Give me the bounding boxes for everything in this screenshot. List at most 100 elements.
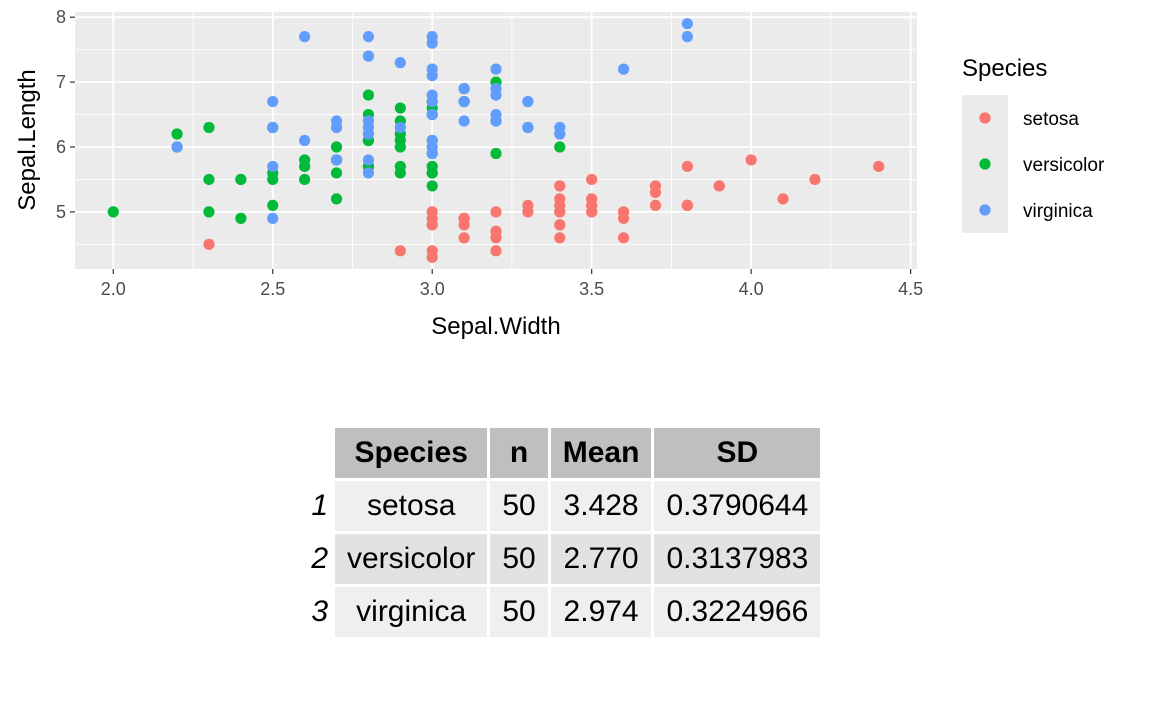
data-point-versicolor [107,206,119,218]
table-header-row: Species n Mean SD [308,428,821,478]
data-point-virginica [330,154,343,166]
row-name: 1 [311,489,328,522]
data-point-virginica [681,18,693,30]
cell-n: 50 [490,481,548,531]
table-corner [308,428,332,478]
data-point-setosa [713,180,725,192]
data-point-versicolor [267,199,279,211]
column-header-species: Species [335,428,488,478]
data-point-virginica [362,154,375,166]
data-point-virginica [171,141,183,153]
x-tick-label: 4.5 [898,279,923,299]
data-point-versicolor [203,173,215,186]
table-row: 1 setosa 50 3.428 0.3790644 [308,481,821,531]
data-point-setosa [586,193,598,205]
legend-label-versicolor: versicolor [1023,155,1105,176]
data-point-versicolor [299,173,311,186]
data-point-versicolor [299,154,311,166]
data-point-virginica [267,95,279,108]
legend-swatch-virginica [979,204,991,216]
data-point-virginica [362,31,375,43]
data-point-setosa [617,212,630,224]
scatter-plot: 2.0 2.5 3.0 3.5 4.0 4.5 5 6 7 8 Sepal.Width Sepa… [14,7,1105,340]
data-point-setosa [426,219,438,231]
table-row: 3 virginica 50 2.974 0.3224966 [308,587,821,637]
data-point-virginica [299,31,311,43]
data-point-setosa [777,193,789,205]
data-point-versicolor [267,173,279,186]
y-axis-title: Sepal.Length [14,69,41,210]
data-point-versicolor [554,141,566,153]
data-point-setosa [426,206,438,218]
cell-sd: 0.3790644 [654,481,821,531]
y-tick-label: 6 [56,137,66,157]
data-point-virginica [490,115,502,127]
data-point-versicolor [330,193,343,205]
data-point-setosa [426,245,438,257]
data-point-versicolor [426,180,438,192]
data-point-versicolor [330,167,343,179]
data-point-setosa [490,232,502,244]
data-point-virginica [490,89,502,101]
data-point-virginica [362,167,375,179]
legend-title: Species [962,55,1047,82]
legend-label-virginica: virginica [1023,201,1093,222]
data-point-virginica [362,121,375,134]
data-point-setosa [554,199,566,211]
data-point-setosa [809,173,821,186]
data-point-versicolor [235,212,247,224]
data-point-versicolor [330,141,343,153]
x-axis-ticks: 2.0 2.5 3.0 3.5 4.0 4.5 [101,269,923,299]
cell-sd: 0.3224966 [654,587,821,637]
data-point-setosa [586,206,598,218]
y-tick-label: 5 [56,202,66,222]
data-point-setosa [649,199,662,211]
column-header-n: n [490,428,548,478]
data-point-setosa [681,160,693,173]
cell-species: versicolor [335,534,488,584]
legend: Species setosa versicolor virginica [962,55,1105,233]
cell-species: virginica [335,587,488,637]
data-point-virginica [426,147,438,160]
cell-mean: 2.974 [550,587,652,637]
data-point-virginica [458,115,470,127]
major-grid [75,12,917,269]
data-point-virginica [522,95,534,108]
data-point-versicolor [203,206,215,218]
x-tick-label: 2.0 [101,279,126,299]
data-point-virginica [458,95,470,108]
data-point-setosa [554,232,566,244]
data-point-versicolor [490,147,502,160]
x-axis-title: Sepal.Width [431,313,560,340]
data-point-virginica [362,50,375,62]
legend-items: setosa versicolor virginica [962,95,1105,233]
row-name: 3 [311,595,328,628]
data-points [107,18,885,263]
data-point-setosa [458,232,470,244]
data-point-virginica [426,31,438,43]
data-point-virginica [426,108,438,121]
data-point-setosa [554,219,566,231]
legend-swatch-versicolor [979,158,991,170]
x-tick-label: 3.5 [579,279,604,299]
column-header-sd: SD [654,428,821,478]
data-point-virginica [554,128,566,140]
minor-grid [75,12,917,269]
summary-table: Species n Mean SD 1 setosa 50 3.428 0.37… [305,425,823,640]
data-point-setosa [649,186,662,199]
data-point-setosa [586,173,598,186]
data-point-setosa [203,238,215,250]
data-point-virginica [490,63,502,75]
data-point-versicolor [394,160,406,173]
cell-n: 50 [490,534,548,584]
data-point-versicolor [426,160,438,173]
data-point-versicolor [203,121,215,134]
legend-swatch-setosa [979,112,991,124]
x-tick-label: 3.0 [420,279,445,299]
data-point-setosa [394,245,406,257]
data-point-virginica [267,160,279,173]
legend-label-setosa: setosa [1023,109,1079,130]
data-point-setosa [745,154,757,166]
cell-sd: 0.3137983 [654,534,821,584]
y-tick-label: 8 [56,7,66,27]
